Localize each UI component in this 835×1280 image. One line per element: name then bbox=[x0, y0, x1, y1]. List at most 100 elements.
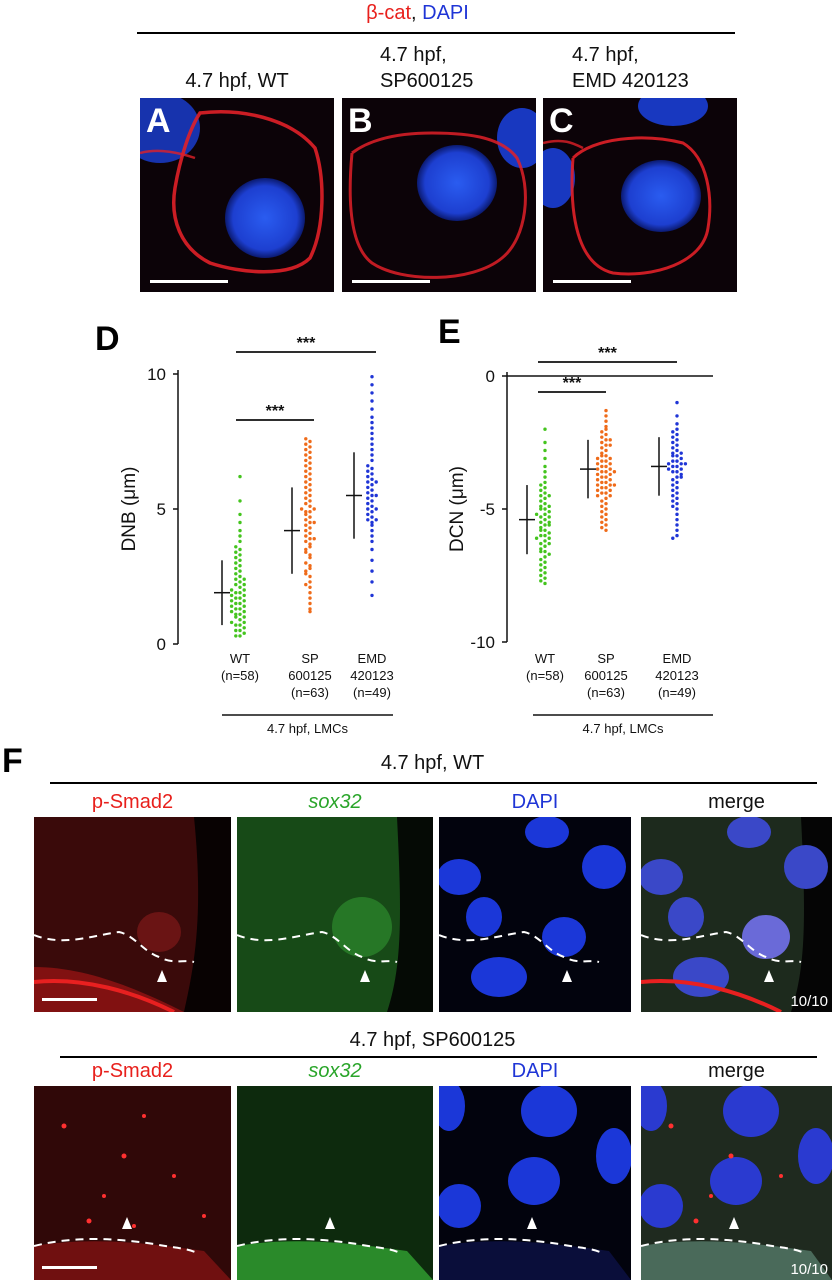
data-point-D-emd bbox=[370, 515, 374, 519]
data-point-E-wt bbox=[539, 563, 543, 567]
group-label-E: 4.7 hpf, LMCs bbox=[583, 721, 664, 736]
data-point-E-wt bbox=[543, 539, 547, 543]
data-point-D-sp bbox=[308, 510, 312, 514]
top-stain-legend: β-cat, DAPI bbox=[0, 2, 835, 25]
data-point-E-emd bbox=[671, 454, 675, 458]
y-tick-label-D: 5 bbox=[157, 500, 166, 519]
significance-label-E-0: *** bbox=[563, 375, 582, 392]
data-point-D-sp bbox=[308, 591, 312, 595]
data-point-E-wt bbox=[543, 544, 547, 548]
data-point-E-emd bbox=[666, 462, 671, 466]
data-point-D-emd bbox=[366, 512, 370, 517]
data-point-D-emd bbox=[370, 375, 374, 379]
data-point-E-emd bbox=[666, 467, 671, 471]
data-point-D-sp bbox=[308, 531, 312, 535]
data-point-E-emd bbox=[675, 533, 679, 538]
data-point-D-sp bbox=[308, 607, 312, 611]
data-point-E-sp bbox=[612, 470, 617, 474]
data-point-E-sp bbox=[604, 464, 608, 469]
data-point-E-wt bbox=[543, 576, 547, 580]
data-point-E-emd bbox=[679, 472, 683, 477]
data-point-E-wt bbox=[539, 568, 543, 572]
data-point-E-sp bbox=[608, 467, 612, 471]
data-point-D-wt bbox=[234, 634, 238, 638]
category-label-E-0: WT bbox=[535, 651, 555, 666]
data-point-D-emd bbox=[366, 496, 370, 500]
data-point-D-sp bbox=[304, 485, 308, 490]
caption-b-line1: 4.7 hpf, bbox=[380, 44, 447, 66]
data-point-D-emd bbox=[370, 493, 374, 498]
category-label-D-0: WT bbox=[230, 651, 250, 666]
data-point-D-wt bbox=[238, 596, 242, 600]
caption-b-line2: SP600125 bbox=[380, 70, 474, 92]
data-point-E-sp bbox=[600, 525, 604, 530]
count-row2: 10/10 bbox=[790, 1261, 828, 1278]
y-tick-label-D: 10 bbox=[147, 365, 166, 384]
data-point-D-sp bbox=[304, 534, 308, 538]
data-point-D-emd bbox=[370, 483, 374, 487]
data-point-E-wt bbox=[539, 549, 543, 554]
data-point-D-emd bbox=[366, 501, 370, 506]
data-point-D-sp bbox=[304, 458, 308, 463]
data-point-D-sp bbox=[308, 456, 312, 460]
data-point-E-sp bbox=[600, 464, 604, 469]
data-point-E-sp bbox=[600, 515, 604, 519]
data-point-E-wt bbox=[543, 440, 547, 445]
charts-d-e: 0 5 10 DNB (μm) WT (n=58) SP 600125 (n=63) EMD 420… bbox=[119, 335, 713, 736]
data-point-D-sp bbox=[304, 539, 308, 544]
panel-letter-f: F bbox=[2, 742, 23, 780]
data-point-E-emd bbox=[679, 456, 683, 461]
data-point-E-emd bbox=[671, 451, 675, 455]
data-point-E-wt bbox=[543, 581, 547, 586]
data-point-E-emd bbox=[675, 501, 679, 506]
data-point-E-sp bbox=[604, 507, 608, 511]
data-point-E-sp bbox=[604, 454, 608, 458]
data-point-D-wt bbox=[234, 550, 238, 554]
panel-letter-b: B bbox=[348, 102, 373, 140]
data-point-D-emd bbox=[370, 426, 374, 430]
y-axis-label-E: DCN (μm) bbox=[447, 466, 468, 552]
caption-a: 4.7 hpf, WT bbox=[185, 70, 289, 92]
col-label-merge: merge bbox=[708, 791, 765, 813]
data-point-D-sp bbox=[304, 480, 308, 484]
data-point-D-sp bbox=[308, 555, 312, 560]
y-tick-label-D: 0 bbox=[157, 635, 166, 654]
data-point-E-sp bbox=[600, 480, 604, 485]
data-point-D-emd bbox=[366, 469, 370, 473]
data-point-E-sp bbox=[600, 440, 604, 445]
data-point-D-wt bbox=[238, 474, 242, 479]
data-point-E-sp bbox=[604, 448, 608, 453]
data-point-D-emd bbox=[374, 518, 378, 522]
micrograph-b: B bbox=[342, 98, 536, 292]
data-point-E-emd bbox=[675, 443, 679, 447]
scale-bar-b bbox=[352, 280, 430, 283]
data-point-E-wt bbox=[547, 494, 551, 498]
data-point-D-wt bbox=[238, 539, 242, 544]
data-point-D-sp bbox=[308, 609, 312, 614]
data-point-E-emd bbox=[679, 467, 683, 471]
data-point-D-wt bbox=[234, 582, 238, 587]
data-point-D-sp bbox=[308, 574, 312, 579]
data-point-E-sp bbox=[595, 462, 600, 466]
data-point-E-emd bbox=[675, 438, 679, 442]
data-point-E-wt bbox=[539, 507, 543, 511]
col-label-psmad2: p-Smad2 bbox=[91, 791, 174, 813]
data-point-E-sp bbox=[608, 494, 612, 498]
data-point-D-wt bbox=[234, 566, 238, 571]
category-sub2-E-2: (n=49) bbox=[658, 685, 696, 700]
data-point-E-sp bbox=[604, 438, 608, 442]
panel-letter-a: A bbox=[146, 102, 171, 140]
data-point-D-emd bbox=[366, 474, 370, 479]
data-point-D-wt bbox=[238, 634, 242, 638]
data-point-E-sp bbox=[608, 443, 612, 447]
data-point-D-sp bbox=[304, 453, 308, 457]
data-point-E-sp bbox=[600, 504, 604, 509]
data-point-D-wt bbox=[234, 628, 238, 633]
category-sub1-D-2: 420123 bbox=[350, 668, 393, 683]
data-point-E-sp bbox=[612, 483, 617, 487]
col-label-sox32: sox32 bbox=[308, 791, 362, 813]
category-label-D-1: SP bbox=[301, 651, 318, 666]
data-point-E-emd bbox=[671, 435, 675, 439]
data-point-E-wt bbox=[543, 501, 547, 506]
category-sub1-D-1: 600125 bbox=[288, 668, 331, 683]
